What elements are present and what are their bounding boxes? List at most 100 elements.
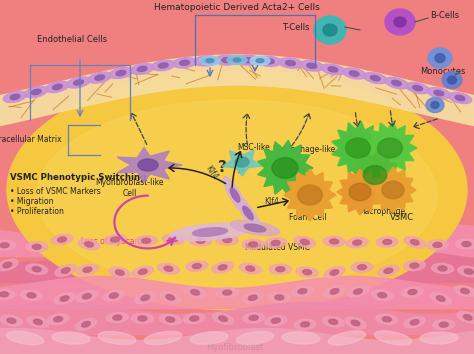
Ellipse shape bbox=[227, 56, 247, 64]
Ellipse shape bbox=[376, 237, 398, 247]
Ellipse shape bbox=[330, 289, 339, 294]
Ellipse shape bbox=[131, 313, 154, 324]
Ellipse shape bbox=[384, 268, 393, 273]
Ellipse shape bbox=[166, 295, 174, 300]
Ellipse shape bbox=[323, 24, 337, 36]
Ellipse shape bbox=[243, 206, 253, 220]
Ellipse shape bbox=[31, 89, 41, 95]
Ellipse shape bbox=[113, 315, 122, 320]
Text: Loss of Myocardin: Loss of Myocardin bbox=[81, 238, 149, 246]
Ellipse shape bbox=[300, 61, 324, 71]
Ellipse shape bbox=[186, 261, 208, 271]
Ellipse shape bbox=[190, 316, 199, 321]
Text: Foam Cell: Foam Cell bbox=[289, 213, 327, 223]
Ellipse shape bbox=[394, 17, 406, 27]
Ellipse shape bbox=[110, 237, 119, 242]
Ellipse shape bbox=[455, 95, 465, 101]
Ellipse shape bbox=[328, 331, 365, 345]
Ellipse shape bbox=[442, 72, 462, 88]
Ellipse shape bbox=[6, 331, 44, 345]
Text: Macrophage: Macrophage bbox=[358, 207, 406, 217]
Ellipse shape bbox=[137, 66, 147, 72]
Ellipse shape bbox=[403, 261, 425, 271]
Ellipse shape bbox=[3, 91, 27, 102]
Ellipse shape bbox=[138, 269, 147, 274]
Ellipse shape bbox=[191, 290, 200, 295]
Ellipse shape bbox=[160, 291, 181, 303]
Ellipse shape bbox=[248, 295, 257, 301]
Ellipse shape bbox=[130, 64, 154, 74]
Ellipse shape bbox=[215, 55, 239, 65]
Text: Modulated VSMC: Modulated VSMC bbox=[245, 242, 310, 251]
Ellipse shape bbox=[212, 313, 234, 324]
Ellipse shape bbox=[328, 67, 338, 72]
Ellipse shape bbox=[98, 331, 136, 344]
Ellipse shape bbox=[244, 224, 266, 232]
Ellipse shape bbox=[410, 240, 419, 245]
Polygon shape bbox=[0, 55, 474, 126]
Ellipse shape bbox=[183, 313, 205, 324]
Ellipse shape bbox=[142, 238, 151, 243]
Ellipse shape bbox=[7, 70, 467, 310]
Ellipse shape bbox=[184, 287, 206, 298]
Ellipse shape bbox=[55, 265, 76, 276]
Ellipse shape bbox=[0, 259, 18, 271]
Polygon shape bbox=[370, 167, 416, 213]
Ellipse shape bbox=[346, 138, 370, 158]
Ellipse shape bbox=[243, 58, 253, 63]
Ellipse shape bbox=[192, 264, 201, 269]
Ellipse shape bbox=[347, 286, 369, 297]
Ellipse shape bbox=[196, 238, 205, 243]
Ellipse shape bbox=[294, 319, 316, 330]
Ellipse shape bbox=[279, 58, 302, 68]
Ellipse shape bbox=[75, 318, 97, 330]
Ellipse shape bbox=[37, 100, 437, 290]
Ellipse shape bbox=[223, 238, 232, 242]
Ellipse shape bbox=[276, 267, 285, 272]
Ellipse shape bbox=[282, 332, 320, 344]
Ellipse shape bbox=[392, 80, 401, 86]
Ellipse shape bbox=[314, 16, 346, 44]
Ellipse shape bbox=[230, 188, 240, 202]
Ellipse shape bbox=[448, 92, 472, 103]
Text: Endothelial Cells: Endothelial Cells bbox=[37, 35, 107, 45]
Ellipse shape bbox=[296, 267, 318, 277]
Ellipse shape bbox=[78, 239, 100, 250]
Ellipse shape bbox=[464, 314, 472, 320]
Ellipse shape bbox=[433, 320, 455, 330]
Ellipse shape bbox=[431, 102, 439, 108]
Ellipse shape bbox=[345, 317, 366, 329]
Polygon shape bbox=[332, 121, 385, 175]
Ellipse shape bbox=[27, 293, 36, 298]
Text: MSC-like: MSC-like bbox=[237, 143, 270, 153]
Ellipse shape bbox=[192, 228, 228, 236]
Ellipse shape bbox=[428, 48, 452, 68]
Ellipse shape bbox=[329, 239, 338, 244]
Ellipse shape bbox=[194, 56, 218, 66]
Ellipse shape bbox=[173, 58, 196, 68]
Ellipse shape bbox=[456, 239, 474, 249]
Ellipse shape bbox=[307, 63, 317, 68]
Ellipse shape bbox=[164, 266, 173, 271]
Ellipse shape bbox=[364, 73, 387, 84]
Ellipse shape bbox=[216, 287, 238, 298]
Polygon shape bbox=[351, 150, 400, 200]
Ellipse shape bbox=[427, 240, 448, 250]
Text: Myofibroblast: Myofibroblast bbox=[207, 343, 264, 352]
Ellipse shape bbox=[0, 292, 9, 297]
Ellipse shape bbox=[382, 181, 404, 199]
Ellipse shape bbox=[349, 183, 371, 201]
Ellipse shape bbox=[285, 61, 295, 65]
Ellipse shape bbox=[250, 56, 270, 65]
Ellipse shape bbox=[77, 264, 98, 275]
Ellipse shape bbox=[239, 263, 261, 274]
Ellipse shape bbox=[76, 291, 98, 302]
Ellipse shape bbox=[103, 290, 125, 301]
Ellipse shape bbox=[461, 289, 469, 294]
Ellipse shape bbox=[378, 293, 387, 298]
Ellipse shape bbox=[84, 242, 93, 247]
Ellipse shape bbox=[54, 316, 63, 322]
Polygon shape bbox=[222, 150, 262, 176]
Ellipse shape bbox=[141, 295, 150, 301]
Ellipse shape bbox=[256, 59, 264, 63]
